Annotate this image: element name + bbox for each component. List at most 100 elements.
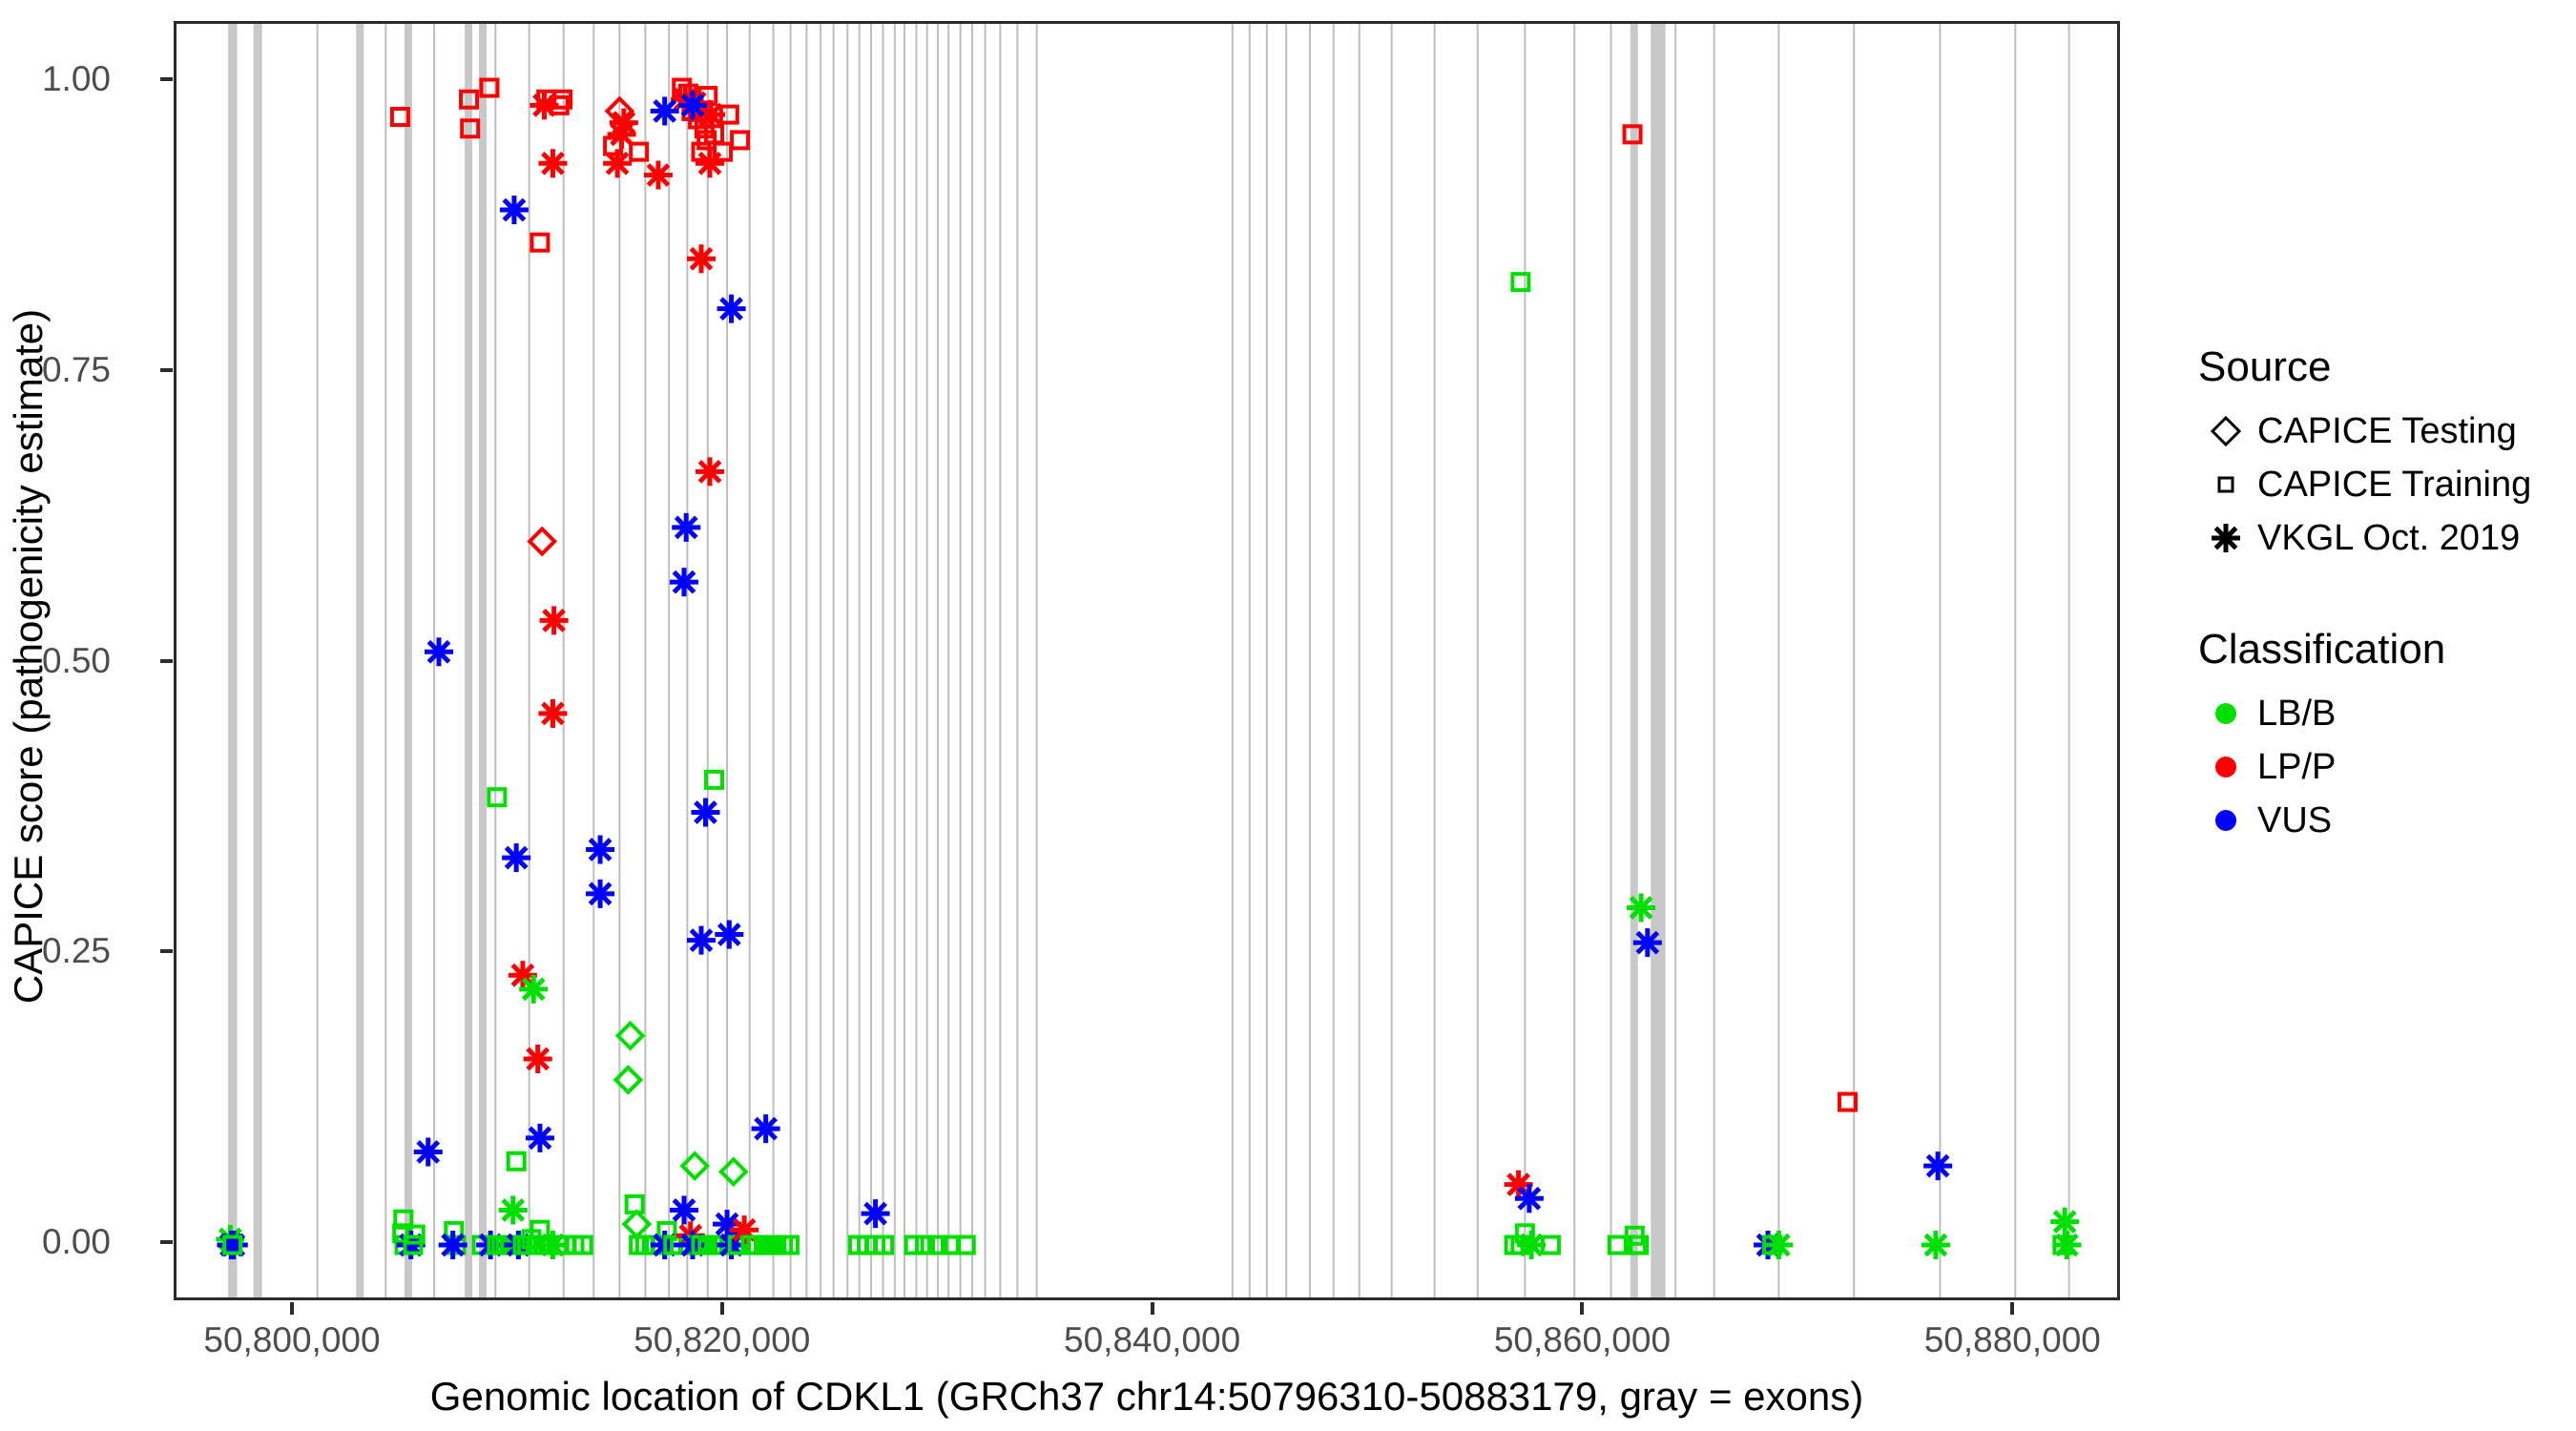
legend: Source CAPICE Testing CAPICE Training VKGL… [2194, 343, 2576, 908]
legend-item[interactable]: VUS [2194, 794, 2576, 847]
x-axis-title: Genomic location of CDKL1 (GRCh37 chr14:… [429, 1374, 1864, 1419]
x-axis-tick-mark [1150, 1302, 1154, 1315]
data-point [629, 141, 650, 162]
legend-item-label: VKGL Oct. 2019 [2257, 517, 2521, 558]
data-point [643, 160, 673, 190]
y-axis: 0.00 0.25 0.50 0.75 1.00 [0, 0, 173, 1431]
legend-item[interactable]: LB/B [2194, 687, 2576, 740]
legend-group-source: Source CAPICE Testing CAPICE Training VKGL… [2194, 343, 2576, 565]
dot-marker-icon [2215, 810, 2236, 831]
data-point [696, 457, 725, 487]
data-point [1632, 928, 1662, 958]
data-point [499, 196, 529, 225]
plot-area [177, 24, 2117, 1297]
exon-band [1651, 24, 1659, 1297]
legend-key [2194, 740, 2257, 794]
x-axis-tick-mark [2010, 1302, 2015, 1315]
legend-item[interactable]: CAPICE Testing [2194, 404, 2576, 458]
y-axis-tick-mark [160, 1240, 173, 1245]
exon-band [1657, 24, 1666, 1297]
data-point [523, 1044, 552, 1073]
y-axis-title: CAPICE score (pathogenicity estimate) [6, 308, 51, 1005]
data-point [1517, 1231, 1547, 1260]
diamond-marker-icon [2210, 415, 2242, 447]
data-point [403, 1234, 424, 1255]
square-marker-icon [2217, 476, 2234, 493]
legend-item[interactable]: CAPICE Training [2194, 458, 2576, 511]
data-point [538, 149, 568, 178]
data-point [1540, 1234, 1561, 1255]
data-point [393, 1209, 414, 1230]
data-point [2050, 1207, 2080, 1236]
data-point [506, 1151, 527, 1172]
legend-item[interactable]: VKGL Oct. 2019 [2194, 511, 2576, 565]
data-point [549, 94, 570, 115]
data-point [538, 698, 568, 728]
data-point [222, 1234, 243, 1255]
legend-item-label: CAPICE Training [2257, 464, 2532, 505]
legend-item-label: LB/B [2257, 693, 2337, 734]
data-point [527, 526, 558, 557]
data-point [613, 1065, 644, 1095]
x-axis-tick-label: 50,880,000 [1923, 1320, 2101, 1359]
data-point [389, 107, 410, 128]
data-point [691, 798, 720, 827]
data-point [927, 1234, 948, 1255]
exon-band [478, 24, 488, 1297]
data-point [1627, 893, 1656, 923]
data-point [614, 1020, 646, 1051]
x-axis-tick-label: 50,800,000 [203, 1320, 381, 1359]
data-point [572, 1234, 593, 1255]
legend-item-label: CAPICE Testing [2257, 410, 2517, 451]
legend-item-label: VUS [2257, 799, 2333, 840]
data-point [621, 1209, 653, 1239]
legend-group-classification: Classification LB/B LP/P VUS [2194, 626, 2576, 847]
legend-classification-rows: LB/B LP/P VUS [2194, 687, 2576, 847]
y-axis-tick-label: 0.75 [41, 349, 111, 389]
y-axis-tick-label: 0.50 [41, 640, 111, 680]
legend-key [2194, 687, 2257, 740]
data-point [779, 1234, 800, 1255]
data-point-layer [216, 77, 2082, 1260]
x-axis-tick-label: 50,840,000 [1064, 1320, 1241, 1359]
y-axis-tick-mark [160, 658, 173, 663]
dot-marker-icon [2215, 703, 2236, 724]
data-point [425, 637, 454, 667]
data-point [1764, 1231, 1794, 1260]
x-axis-tick-label: 50,860,000 [1493, 1320, 1672, 1359]
data-point [717, 1156, 749, 1188]
data-point [498, 1195, 528, 1225]
legend-item[interactable]: LP/P [2194, 740, 2576, 794]
exon-band [356, 24, 364, 1297]
data-point [669, 568, 698, 597]
y-axis-tick-label: 0.00 [41, 1222, 111, 1262]
plot-panel-wrapper [174, 21, 2120, 1300]
data-point [586, 835, 615, 864]
plot-panel [174, 21, 2120, 1300]
data-point [650, 96, 679, 126]
data-point [687, 925, 717, 955]
exon-band [253, 24, 262, 1297]
data-point [502, 843, 531, 873]
exon-band [1630, 24, 1638, 1297]
data-point [696, 130, 717, 151]
data-point [1923, 1151, 1953, 1181]
data-point [487, 787, 508, 808]
data-point [525, 1123, 554, 1152]
data-point [672, 512, 701, 542]
x-axis-tick-mark [1580, 1302, 1585, 1315]
data-point [687, 244, 717, 274]
data-point [914, 1234, 935, 1255]
data-point [696, 149, 725, 178]
data-point [405, 1224, 426, 1245]
data-point [713, 141, 734, 162]
data-point [1607, 1234, 1628, 1255]
data-point [552, 89, 573, 110]
y-axis-tick-mark [160, 76, 173, 81]
data-point [1837, 1091, 1858, 1112]
data-point [624, 1193, 645, 1214]
legend-source-rows: CAPICE Testing CAPICE Training VKGL Oct. 2… [2194, 404, 2576, 565]
asterisk-marker-icon [2212, 524, 2240, 552]
data-point [861, 1199, 890, 1229]
legend-title-source: Source [2198, 343, 2332, 390]
